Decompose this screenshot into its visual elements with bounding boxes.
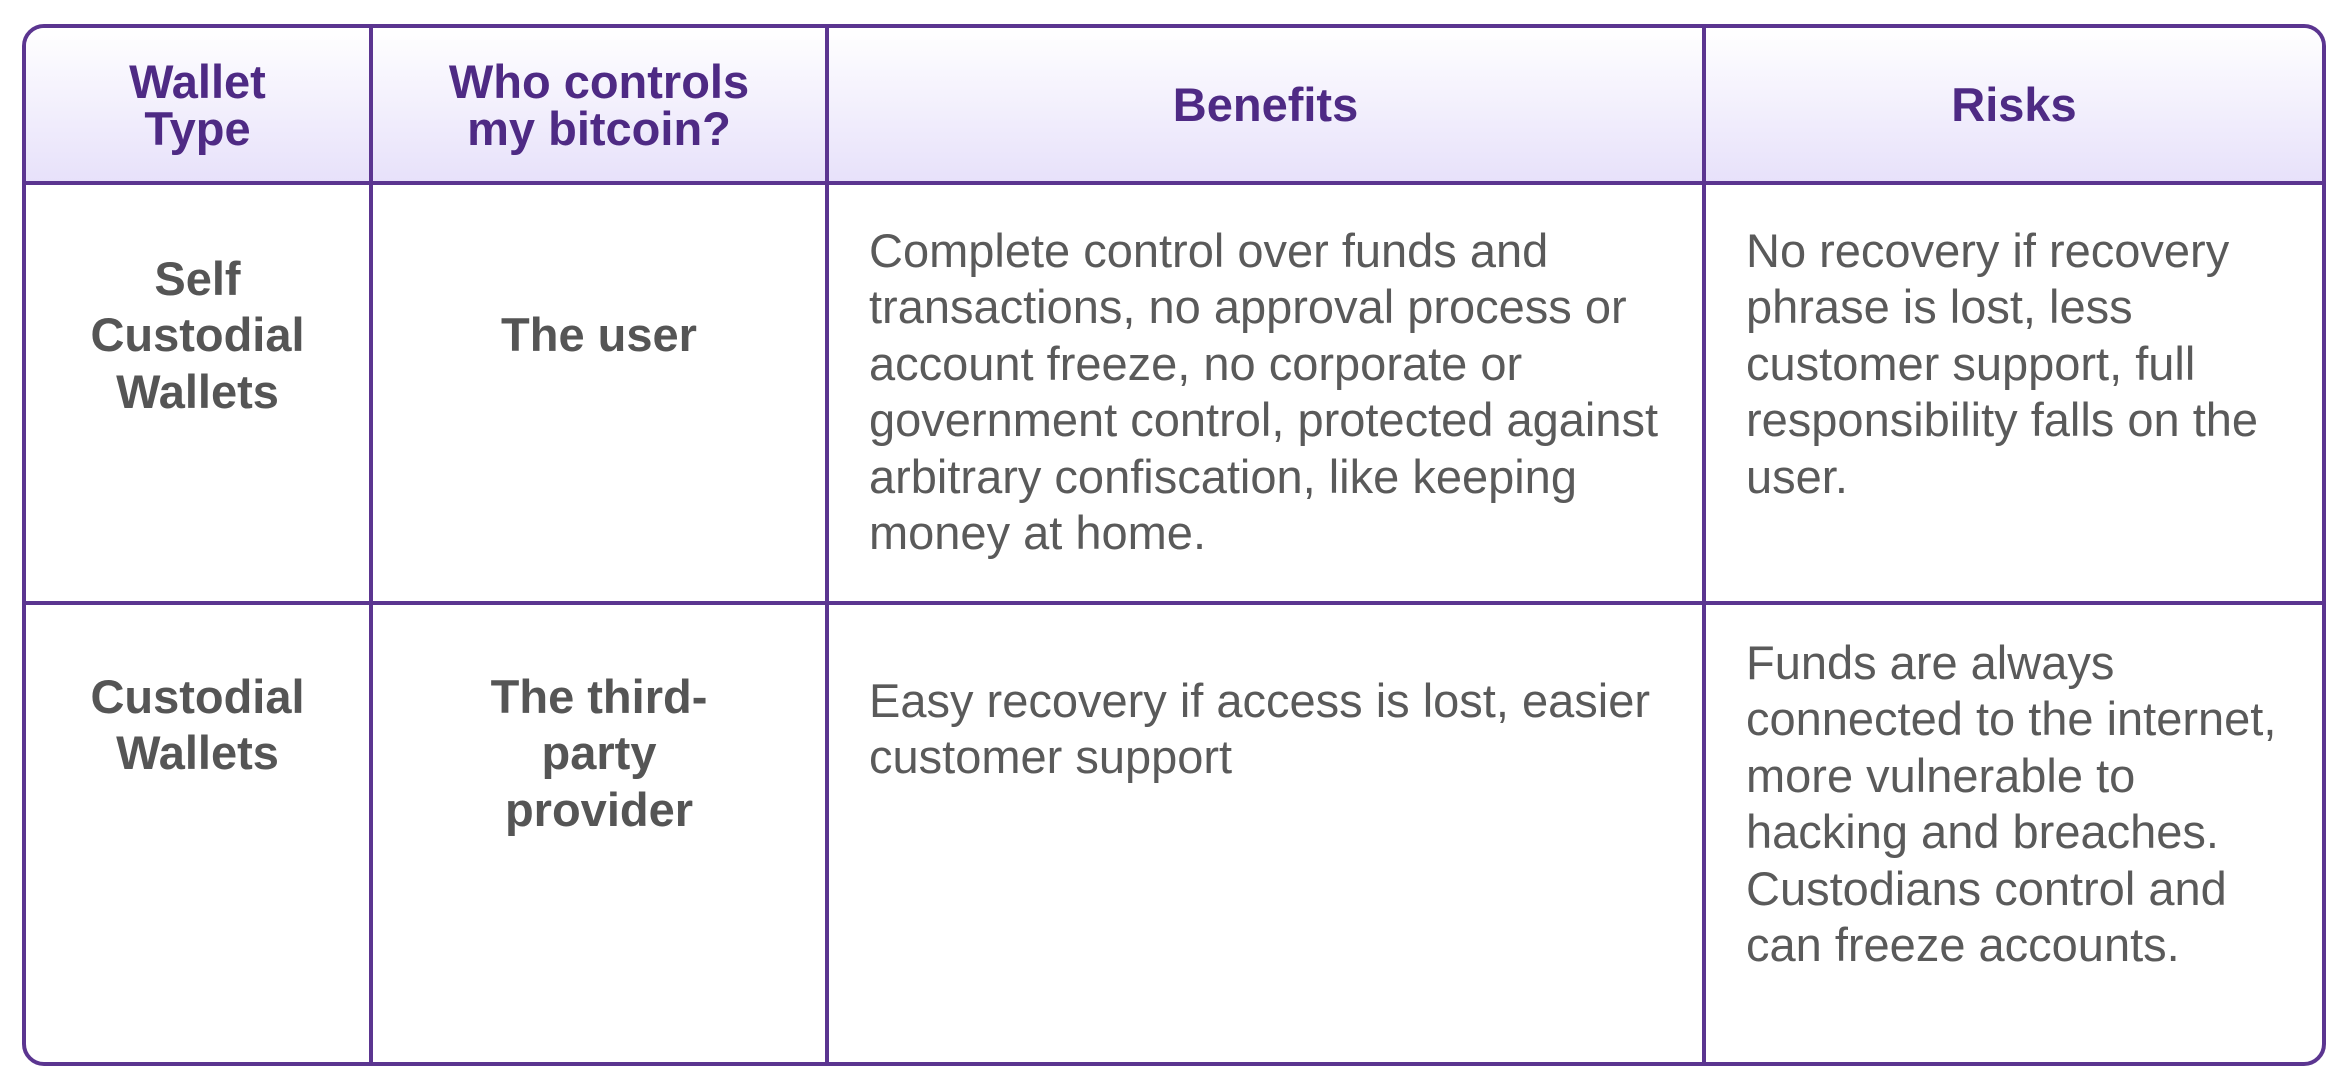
benefits-cell: Easy recovery if access is lost, easier …: [825, 601, 1706, 1062]
header-row: Wallet Type Who controls my bitcoin? Ben…: [26, 28, 2322, 185]
header-risks: Risks: [1702, 28, 2322, 185]
who-controls-cell: The user: [369, 181, 829, 605]
header-who-controls: Who controls my bitcoin?: [369, 28, 829, 185]
who-controls-cell: The third-party provider: [369, 601, 829, 1062]
table-body: Self Custodial Wallets The user Complete…: [26, 181, 2322, 1062]
wallet-type-cell: Self Custodial Wallets: [26, 181, 373, 605]
table-row: Self Custodial Wallets The user Complete…: [26, 181, 2322, 605]
wallet-comparison-table: Wallet Type Who controls my bitcoin? Ben…: [22, 24, 2326, 1066]
header-benefits: Benefits: [825, 28, 1706, 185]
risks-cell: No recovery if recovery phrase is lost, …: [1702, 181, 2322, 605]
benefits-cell: Complete control over funds and transact…: [825, 181, 1706, 605]
comparison-table: Wallet Type Who controls my bitcoin? Ben…: [26, 28, 2322, 1062]
risks-cell: Funds are always connected to the intern…: [1702, 601, 2322, 1062]
header-wallet-type: Wallet Type: [26, 28, 373, 185]
wallet-type-cell: Custodial Wallets: [26, 601, 373, 1062]
table-header: Wallet Type Who controls my bitcoin? Ben…: [26, 28, 2322, 185]
table-row: Custodial Wallets The third-party provid…: [26, 601, 2322, 1062]
